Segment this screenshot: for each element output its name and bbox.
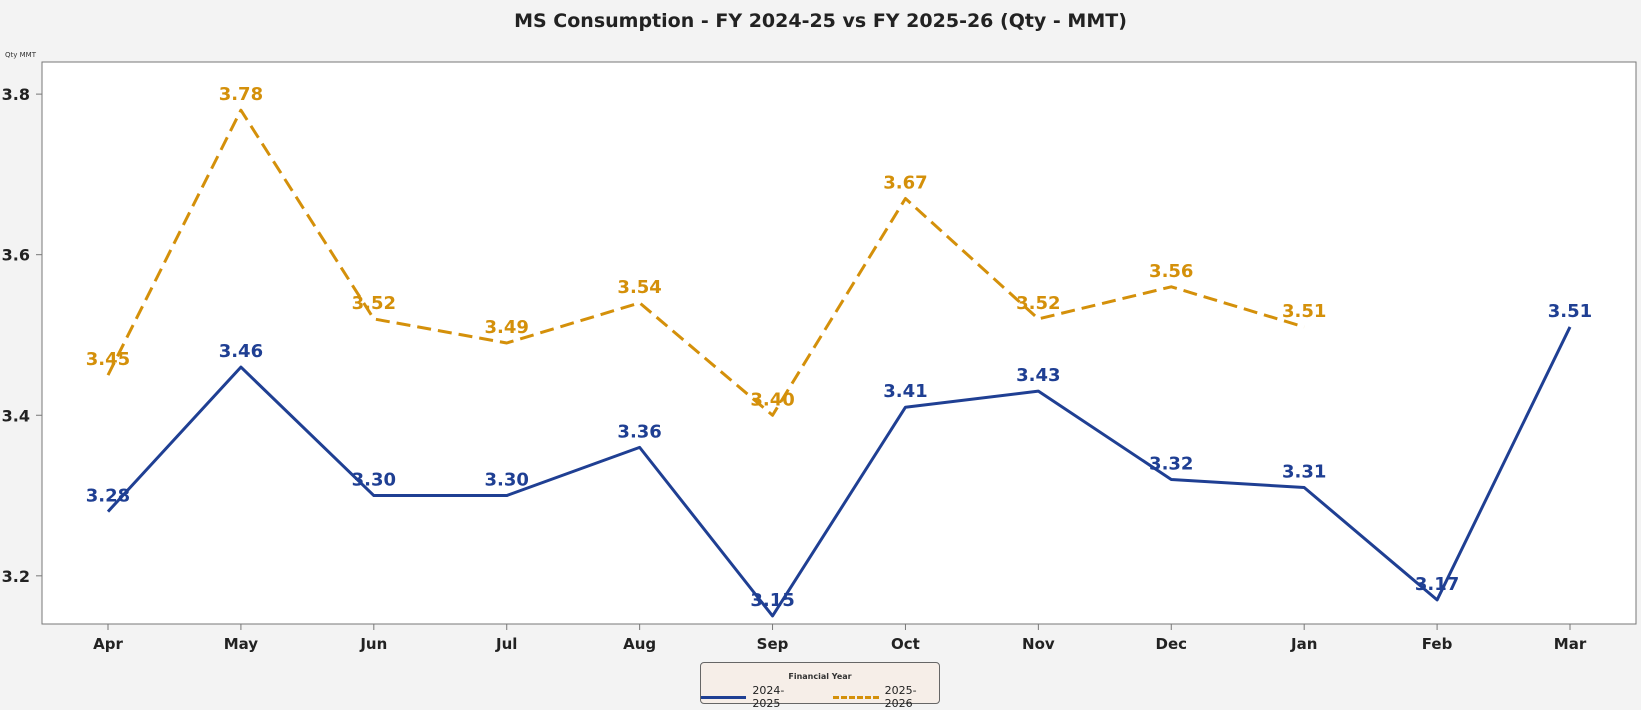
data-label: 3.41 (883, 381, 927, 402)
plot-area (41, 61, 1637, 625)
data-label: 3.30 (352, 470, 396, 491)
y-tick-label: 3.2 (2, 567, 30, 586)
x-tick-label: Jun (359, 635, 387, 653)
legend-swatch-2024-2025 (701, 695, 747, 699)
data-label: 3.28 (86, 486, 130, 507)
data-label: 3.56 (1149, 261, 1193, 282)
data-label: 3.78 (219, 84, 263, 105)
series-line-2024-2025 (106, 326, 1572, 618)
y-tick-label: 3.4 (2, 406, 30, 425)
y-tick-label: 3.8 (2, 85, 30, 104)
legend-title: Financial Year (788, 672, 852, 681)
data-label: 3.45 (86, 349, 130, 370)
legend-swatch-2025-2026 (833, 695, 879, 699)
y-axis-label: Qty MMT (5, 51, 37, 59)
x-tick-label: Oct (891, 635, 920, 653)
data-label: 3.43 (1016, 365, 1060, 386)
x-tick-label: Apr (93, 635, 123, 653)
data-label: 3.49 (485, 317, 529, 338)
data-label: 3.17 (1415, 574, 1459, 595)
x-tick-label: Feb (1422, 635, 1453, 653)
data-label: 3.40 (750, 389, 794, 410)
y-tick-label: 3.6 (2, 246, 30, 265)
x-tick-label: Jan (1290, 635, 1317, 653)
x-tick-label: Nov (1022, 635, 1055, 653)
x-tick-label: Dec (1156, 635, 1188, 653)
series-line-2025-2026 (106, 108, 1305, 417)
data-label: 3.15 (750, 590, 794, 611)
data-label: 3.30 (485, 470, 529, 491)
data-label: 3.67 (883, 172, 927, 193)
data-label: 3.51 (1282, 301, 1326, 322)
data-label: 3.52 (352, 293, 396, 314)
chart-title: MS Consumption - FY 2024-25 vs FY 2025-2… (514, 10, 1127, 32)
data-label: 3.52 (1016, 293, 1060, 314)
x-tick-label: Sep (757, 635, 789, 653)
data-label: 3.51 (1548, 301, 1592, 322)
x-tick-label: May (224, 635, 259, 653)
data-label: 3.32 (1149, 453, 1193, 474)
x-tick-label: Mar (1554, 635, 1587, 653)
x-tick-label: Aug (623, 635, 656, 653)
data-label: 3.54 (617, 277, 661, 298)
data-label: 3.31 (1282, 462, 1326, 483)
x-tick-label: Jul (495, 635, 517, 653)
legend-label-2024-2025: 2024-2025 (752, 684, 785, 710)
legend: Financial Year 2024-2025 2025-2026 (700, 662, 940, 710)
data-label: 3.46 (219, 341, 263, 362)
data-label: 3.36 (617, 421, 661, 442)
legend-label-2025-2026: 2025-2026 (884, 684, 917, 710)
